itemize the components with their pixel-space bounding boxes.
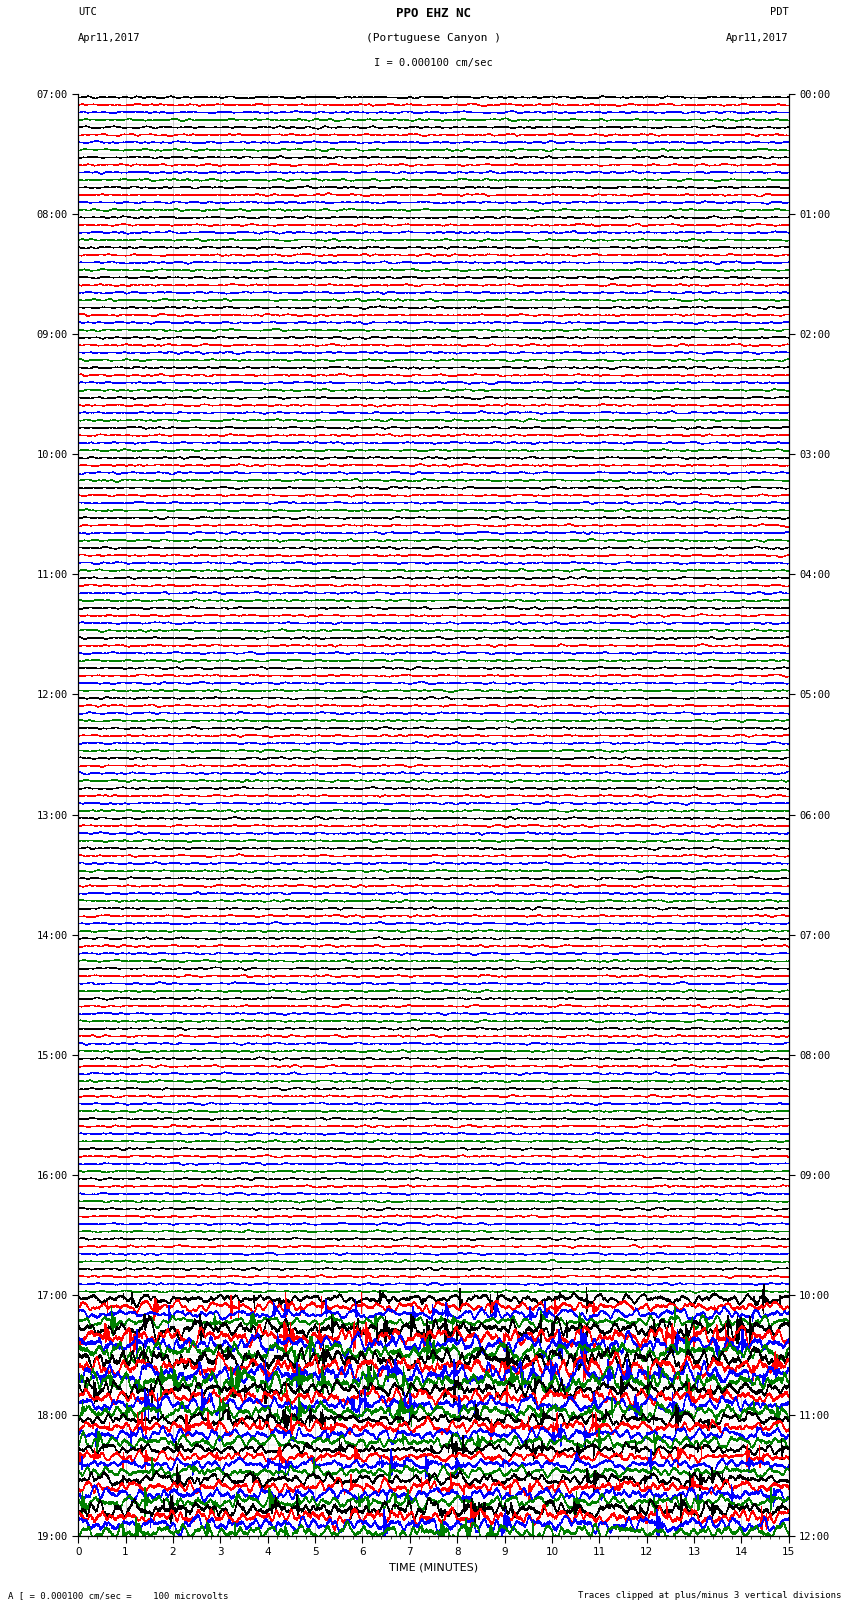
Text: I = 0.000100 cm/sec: I = 0.000100 cm/sec <box>374 58 493 68</box>
Text: Traces clipped at plus/minus 3 vertical divisions: Traces clipped at plus/minus 3 vertical … <box>578 1590 842 1600</box>
Text: (Portuguese Canyon ): (Portuguese Canyon ) <box>366 32 501 42</box>
Text: PDT: PDT <box>770 8 789 18</box>
Text: UTC: UTC <box>78 8 97 18</box>
X-axis label: TIME (MINUTES): TIME (MINUTES) <box>389 1563 478 1573</box>
Text: PPO EHZ NC: PPO EHZ NC <box>396 8 471 21</box>
Text: Apr11,2017: Apr11,2017 <box>78 32 141 42</box>
Text: A [ = 0.000100 cm/sec =    100 microvolts: A [ = 0.000100 cm/sec = 100 microvolts <box>8 1590 229 1600</box>
Text: Apr11,2017: Apr11,2017 <box>726 32 789 42</box>
